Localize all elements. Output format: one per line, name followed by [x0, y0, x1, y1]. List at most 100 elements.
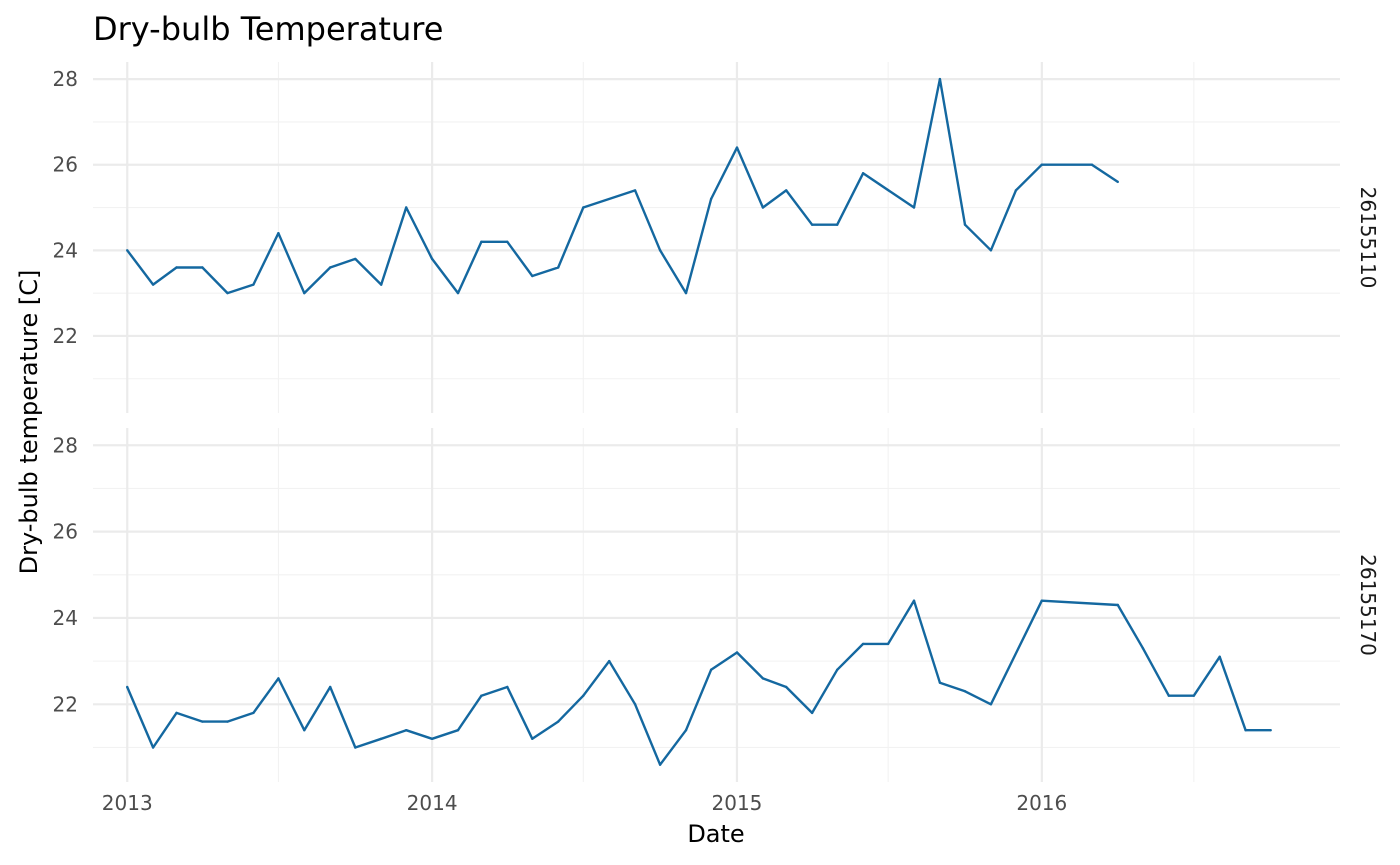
x-axis-title: Date	[687, 820, 744, 848]
y-tick-label: 24	[53, 238, 78, 262]
data-point	[989, 703, 993, 706]
y-tick-label: 28	[53, 67, 78, 91]
data-point	[1141, 647, 1145, 650]
data-point	[480, 240, 483, 243]
data-point	[658, 249, 662, 252]
facet-strip-label: 26155110	[1356, 187, 1380, 289]
data-point	[480, 694, 483, 697]
data-point	[1116, 603, 1120, 607]
data-point	[761, 677, 765, 680]
data-point	[582, 694, 585, 697]
data-point	[861, 642, 865, 646]
data-point	[226, 720, 229, 723]
data-point	[989, 249, 993, 252]
data-point	[1014, 189, 1018, 192]
data-point	[785, 189, 788, 192]
data-point	[329, 685, 332, 689]
data-point	[303, 291, 306, 295]
data-point	[963, 690, 967, 693]
data-point	[963, 223, 967, 226]
data-point	[151, 746, 155, 749]
x-tick-label: 2014	[407, 791, 458, 815]
data-point	[1167, 694, 1171, 697]
data-point	[175, 711, 178, 715]
y-axis-title: Dry-bulb temperature [C]	[15, 270, 43, 575]
data-point	[1040, 599, 1044, 602]
data-point	[252, 283, 255, 286]
data-point	[175, 266, 178, 269]
series-line-26155170	[126, 599, 1271, 766]
x-tick-label: 2013	[102, 791, 153, 815]
y-tick-label: 26	[53, 520, 78, 544]
series-line-26155110	[126, 77, 1119, 295]
data-point	[836, 223, 839, 226]
data-point	[1269, 729, 1272, 732]
data-point	[380, 283, 383, 286]
data-point	[633, 703, 637, 706]
chart-title: Dry-bulb Temperature	[93, 10, 443, 48]
y-tick-label: 22	[53, 324, 78, 348]
x-tick-label: 2015	[712, 791, 763, 815]
data-point	[785, 685, 788, 689]
data-point	[354, 257, 357, 261]
data-point	[1244, 729, 1247, 732]
data-point	[1192, 694, 1196, 697]
data-point	[380, 737, 383, 740]
data-point	[151, 283, 155, 286]
data-point	[354, 746, 357, 749]
data-point	[531, 274, 534, 278]
data-point	[126, 685, 129, 689]
data-point	[557, 266, 560, 269]
data-point	[506, 240, 509, 243]
data-point	[531, 737, 534, 740]
data-point	[430, 737, 434, 740]
data-point	[658, 763, 662, 766]
data-point	[810, 711, 814, 715]
data-point	[226, 291, 229, 295]
data-point	[456, 291, 460, 295]
data-point	[329, 266, 332, 269]
data-point	[912, 206, 916, 209]
data-point	[126, 249, 129, 252]
x-tick-label: 2016	[1016, 791, 1067, 815]
data-point	[684, 729, 688, 732]
data-point	[405, 729, 408, 732]
data-point	[1116, 180, 1120, 184]
panel-bottom: 22 24 26 28 26155170	[53, 428, 1380, 782]
facet-strip-label: 26155170	[1356, 554, 1380, 656]
data-point	[735, 651, 739, 654]
data-point	[761, 206, 765, 209]
data-point	[557, 720, 560, 723]
data-point	[1040, 163, 1044, 166]
data-point	[277, 677, 280, 680]
data-point	[912, 599, 916, 602]
data-point	[201, 720, 204, 723]
panel-top: 22 24 26 28 26155110	[53, 62, 1380, 413]
data-point	[938, 681, 942, 684]
data-point	[735, 146, 739, 149]
data-point	[277, 232, 280, 235]
data-point	[430, 257, 434, 261]
data-point	[1218, 655, 1221, 658]
data-point	[303, 729, 306, 732]
data-point	[709, 668, 713, 671]
data-point	[252, 711, 255, 715]
data-point	[201, 266, 204, 269]
data-point	[633, 189, 637, 192]
data-point	[608, 659, 611, 663]
data-point	[456, 729, 460, 732]
x-axis-ticks: 2013 2014 2015 2016	[102, 791, 1067, 815]
data-point	[861, 172, 865, 175]
data-point	[836, 668, 839, 671]
y-tick-label: 28	[53, 433, 78, 457]
data-point	[506, 685, 509, 689]
data-point	[405, 206, 408, 209]
data-point	[1090, 163, 1094, 166]
y-tick-label: 22	[53, 692, 78, 716]
data-point	[938, 77, 942, 81]
data-point	[582, 206, 585, 209]
data-point	[886, 642, 890, 646]
data-point	[709, 197, 713, 201]
data-point	[810, 223, 814, 226]
